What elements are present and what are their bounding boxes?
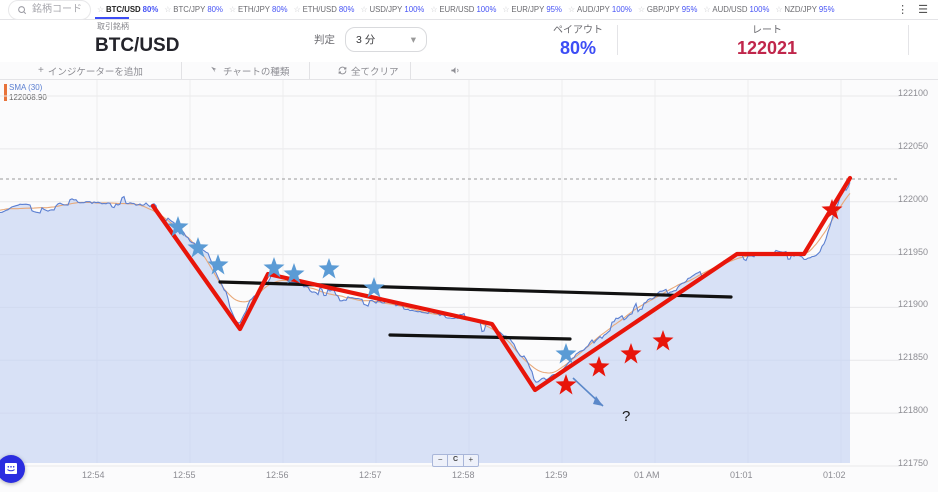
svg-text:?: ? xyxy=(622,408,630,425)
